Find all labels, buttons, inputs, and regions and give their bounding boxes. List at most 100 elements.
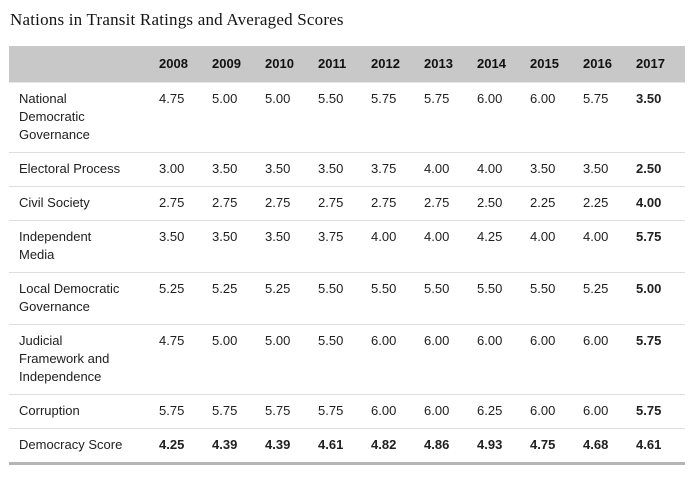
cell-value: 2.25 [530, 195, 556, 210]
cell-value: 2.75 [318, 195, 344, 210]
cell-value: 5.75 [318, 403, 344, 418]
cell-value: 2.75 [159, 195, 185, 210]
cell-value: 6.00 [477, 333, 503, 348]
cell-value: 4.75 [159, 333, 185, 348]
ratings-table: 2008 2009 2010 2011 2012 2013 2014 2015 2016 2017… [9, 46, 685, 465]
year-header: 2013 [420, 46, 473, 83]
cell-value: 3.50 [265, 229, 291, 244]
cell-value: 3.00 [159, 161, 185, 176]
table-header: 2008 2009 2010 2011 2012 2013 2014 2015 2016 2017 [9, 46, 685, 83]
cell-value: 5.50 [371, 281, 397, 296]
table-row: Independent Media 3.50 3.50 3.50 3.75 4.00 4.0… [9, 220, 685, 273]
cell-value: 4.25 [159, 437, 185, 452]
page: Nations in Transit Ratings and Averaged … [9, 10, 685, 465]
cell-value: 4.25 [477, 229, 503, 244]
cell-value: 5.50 [318, 333, 344, 348]
cell-value: 5.25 [265, 281, 291, 296]
row-label: Local Democratic Governance [19, 281, 120, 314]
cell-value: 4.39 [265, 437, 291, 452]
cell-value: 5.75 [636, 333, 662, 348]
cell-value: 3.50 [159, 229, 185, 244]
cell-value: 6.00 [530, 403, 556, 418]
year-header: 2011 [314, 46, 367, 83]
row-label: Independent Media [19, 229, 92, 262]
cell-value: 5.25 [212, 281, 238, 296]
page-title: Nations in Transit Ratings and Averaged … [10, 10, 344, 29]
cell-value: 6.00 [424, 403, 450, 418]
table-row: Democracy Score 4.25 4.39 4.39 4.61 4.82 4.86 4… [9, 428, 685, 464]
table-row: Electoral Process 3.00 3.50 3.50 3.50 3.75 4.0… [9, 152, 685, 187]
cell-value: 6.00 [583, 333, 609, 348]
cell-value: 4.00 [636, 195, 662, 210]
cell-value: 2.25 [583, 195, 609, 210]
cell-value: 2.75 [265, 195, 291, 210]
cell-value: 6.00 [371, 333, 397, 348]
cell-value: 6.00 [583, 403, 609, 418]
cell-value: 4.75 [530, 437, 556, 452]
cell-value: 5.00 [265, 91, 291, 106]
row-label: Corruption [19, 403, 80, 418]
cell-value: 4.00 [477, 161, 503, 176]
cell-value: 5.75 [424, 91, 450, 106]
year-header: 2008 [155, 46, 208, 83]
cell-value: 2.50 [477, 195, 503, 210]
cell-value: 5.00 [636, 281, 662, 296]
cell-value: 2.75 [424, 195, 450, 210]
cell-value: 3.50 [265, 161, 291, 176]
cell-value: 2.75 [212, 195, 238, 210]
cell-value: 5.25 [159, 281, 185, 296]
cell-value: 3.50 [583, 161, 609, 176]
cell-value: 3.50 [212, 229, 238, 244]
row-label: Civil Society [19, 195, 90, 210]
table-row: Local Democratic Governance 5.25 5.25 5.25 5… [9, 272, 685, 325]
year-header: 2012 [367, 46, 420, 83]
cell-value: 3.50 [636, 91, 662, 106]
row-label: Electoral Process [19, 161, 121, 176]
cell-value: 3.50 [530, 161, 556, 176]
cell-value: 5.75 [636, 403, 662, 418]
cell-value: 5.00 [212, 333, 238, 348]
cell-value: 5.75 [212, 403, 238, 418]
cell-value: 5.75 [636, 229, 662, 244]
cell-value: 5.50 [318, 281, 344, 296]
corner-cell [9, 46, 155, 83]
cell-value: 5.50 [477, 281, 503, 296]
row-label: National Democratic Governance [19, 91, 90, 142]
cell-value: 4.00 [530, 229, 556, 244]
cell-value: 4.61 [636, 437, 662, 452]
cell-value: 5.00 [265, 333, 291, 348]
cell-value: 3.75 [318, 229, 344, 244]
cell-value: 5.25 [583, 281, 609, 296]
cell-value: 4.00 [424, 229, 450, 244]
cell-value: 5.75 [265, 403, 291, 418]
table-row: Corruption 5.75 5.75 5.75 5.75 6.00 6.00 6.25 6.… [9, 394, 685, 429]
cell-value: 5.75 [371, 91, 397, 106]
row-label: Judicial Framework and Independence [19, 333, 110, 384]
cell-value: 6.00 [530, 91, 556, 106]
cell-value: 4.68 [583, 437, 609, 452]
cell-value: 6.25 [477, 403, 503, 418]
cell-value: 6.00 [477, 91, 503, 106]
table-body: National Democratic Governance 4.75 5.00 5.… [9, 82, 685, 464]
cell-value: 5.00 [212, 91, 238, 106]
row-label: Democracy Score [19, 437, 123, 452]
cell-value: 5.50 [424, 281, 450, 296]
cell-value: 4.82 [371, 437, 397, 452]
year-header: 2016 [579, 46, 632, 83]
year-header: 2015 [526, 46, 579, 83]
cell-value: 5.50 [530, 281, 556, 296]
cell-value: 3.50 [318, 161, 344, 176]
cell-value: 4.00 [371, 229, 397, 244]
cell-value: 6.00 [424, 333, 450, 348]
cell-value: 4.00 [583, 229, 609, 244]
table-row: Judicial Framework and Independence 4.75 5… [9, 324, 685, 395]
cell-value: 4.93 [477, 437, 503, 452]
cell-value: 3.75 [371, 161, 397, 176]
cell-value: 4.86 [424, 437, 450, 452]
cell-value: 5.75 [159, 403, 185, 418]
cell-value: 6.00 [530, 333, 556, 348]
year-header: 2010 [261, 46, 314, 83]
table-row: National Democratic Governance 4.75 5.00 5.… [9, 82, 685, 153]
cell-value: 5.75 [583, 91, 609, 106]
table-row: Civil Society 2.75 2.75 2.75 2.75 2.75 2.75 2.5… [9, 186, 685, 221]
